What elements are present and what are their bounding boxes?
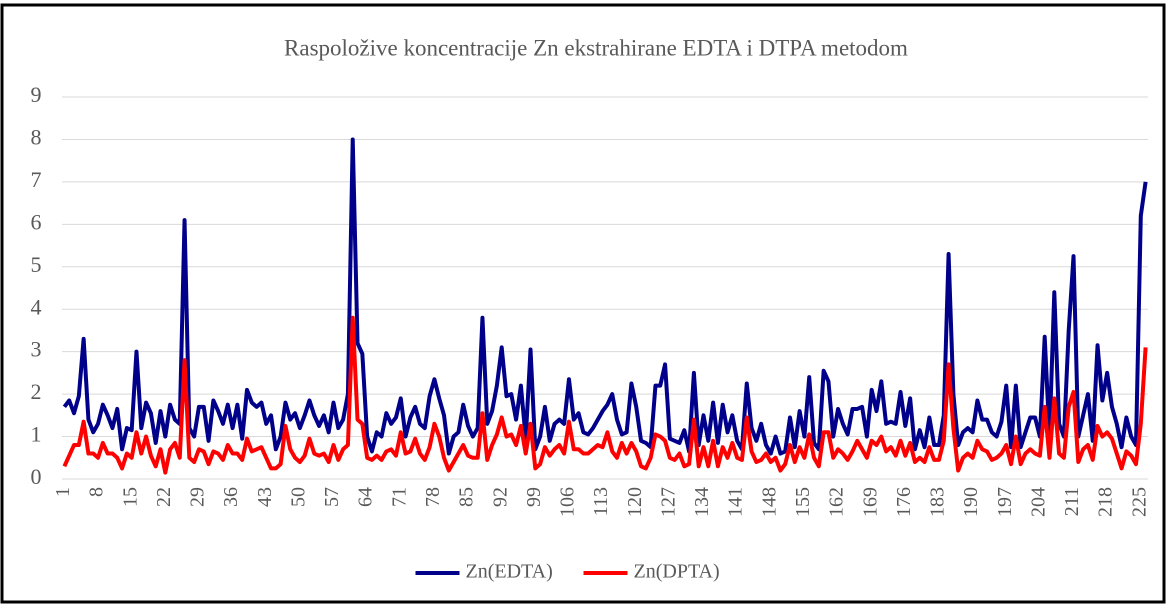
legend-label: Zn(EDTA) xyxy=(466,561,553,583)
y-tick-label: 4 xyxy=(31,294,42,319)
x-tick-label: 162 xyxy=(826,487,848,517)
x-tick-label: 106 xyxy=(557,487,579,517)
x-tick-label: 113 xyxy=(590,487,612,516)
series-line xyxy=(62,315,1148,475)
x-tick-label: 15 xyxy=(119,487,141,507)
x-tick-label: 57 xyxy=(321,487,343,507)
y-tick-label: 2 xyxy=(31,379,42,404)
y-tick-label: 0 xyxy=(31,464,42,489)
chart-title: Raspoložive koncentracije Zn ekstrahiran… xyxy=(284,35,908,60)
x-tick-label: 148 xyxy=(758,487,780,517)
y-tick-label: 6 xyxy=(31,209,42,234)
x-tick-label: 141 xyxy=(725,487,747,517)
series-line xyxy=(62,137,1148,456)
x-tick-label: 120 xyxy=(624,487,646,517)
chart-frame xyxy=(0,3,1166,604)
x-tick-label: 218 xyxy=(1095,487,1117,517)
x-tick-label: 183 xyxy=(927,487,949,517)
x-tick-label: 71 xyxy=(388,487,410,507)
x-tick-label: 92 xyxy=(489,487,511,507)
x-tick-label: 99 xyxy=(523,487,545,507)
y-tick-label: 3 xyxy=(31,337,42,362)
x-tick-label: 127 xyxy=(657,487,679,517)
x-tick-label: 85 xyxy=(456,487,478,507)
y-tick-label: 7 xyxy=(31,167,42,192)
x-tick-label: 169 xyxy=(859,487,881,517)
y-tick-label: 9 xyxy=(31,82,42,107)
x-tick-label: 78 xyxy=(422,487,444,507)
x-tick-label: 29 xyxy=(187,487,209,507)
x-tick-label: 8 xyxy=(86,487,108,497)
x-tick-label: 64 xyxy=(355,487,377,507)
y-tick-label: 1 xyxy=(31,422,42,447)
x-tick-label: 190 xyxy=(960,487,982,517)
x-tick-label: 155 xyxy=(792,487,814,517)
x-tick-label: 43 xyxy=(254,487,276,507)
x-tick-label: 211 xyxy=(1061,487,1083,516)
x-tick-label: 1 xyxy=(52,487,74,497)
x-tick-label: 36 xyxy=(220,487,242,507)
x-tick-label: 22 xyxy=(153,487,175,507)
legend-label: Zn(DPTA) xyxy=(634,561,720,583)
x-tick-label: 134 xyxy=(691,487,713,517)
y-tick-label: 5 xyxy=(31,252,42,277)
x-tick-label: 204 xyxy=(1027,487,1049,517)
x-tick-label: 50 xyxy=(287,487,309,507)
x-tick-label: 225 xyxy=(1128,487,1150,517)
x-tick-label: 176 xyxy=(893,487,915,517)
y-tick-label: 8 xyxy=(31,124,42,149)
x-tick-label: 197 xyxy=(994,487,1016,517)
